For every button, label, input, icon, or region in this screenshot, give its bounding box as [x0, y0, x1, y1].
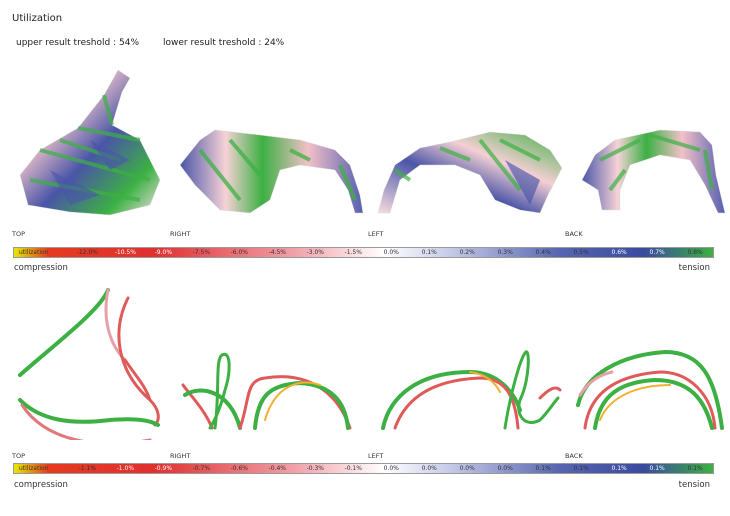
tension-label-top: tension — [678, 263, 710, 273]
upper-threshold-label: upper result treshold : 54% — [16, 38, 139, 48]
colorbar-tick: 0.0% — [383, 465, 399, 472]
view-label-left: LEFT — [368, 230, 384, 238]
colorbar-tick: -6.0% — [230, 249, 249, 256]
lines-left-view — [381, 350, 562, 430]
lines-right-view — [181, 352, 352, 430]
colorbar-tick: 0.1% — [573, 465, 589, 472]
colorbar-tick: 0.3% — [497, 249, 513, 256]
utilization-colorbar-bottom — [13, 463, 714, 474]
page-title: Utilization — [12, 13, 63, 24]
lines-top-view — [18, 288, 160, 440]
colorbar-tick: 0.1% — [687, 465, 703, 472]
colorbar-tick: -4.5% — [268, 249, 286, 256]
colorbar-tick: 0.0% — [383, 249, 399, 256]
colorbar-tick: 0.1% — [649, 465, 665, 472]
view-label-back: BACK — [565, 452, 583, 460]
colorbar-tick: -9.0% — [154, 249, 173, 256]
lines-back-view — [576, 349, 724, 430]
compression-label-bottom: compression — [14, 480, 68, 490]
surface-right-view — [179, 129, 364, 214]
colorbar-ticks-bottom: utilization -1.1% -1.0% -0.9% -0.7% -0.6… — [13, 463, 714, 474]
surface-views — [19, 69, 726, 216]
view-labels-bottom: TOP RIGHT LEFT BACK — [0, 452, 730, 462]
colorbar-tick: -3.0% — [306, 249, 324, 256]
colorbar-tick: -7.5% — [192, 249, 211, 256]
colorbar-tick: 0.1% — [421, 249, 437, 256]
colorbar-tick: 0.5% — [573, 249, 589, 256]
threshold-info: upper result treshold : 54% lower result… — [16, 38, 284, 48]
colorbar-tick: 0.1% — [535, 465, 551, 472]
colorbar-tick: -0.9% — [154, 465, 173, 472]
colorbar-tick: -1.0% — [116, 465, 135, 472]
line-views — [18, 288, 724, 440]
colorbar-tick: 0.0% — [421, 465, 437, 472]
colorbar-tick: 0.6% — [611, 249, 627, 256]
colorbar-tick: -1.5% — [344, 249, 362, 256]
compression-label-top: compression — [14, 263, 68, 273]
colorbar-ticks-top: utilization -12.0% -10.5% -9.0% -7.5% -6… — [13, 247, 714, 258]
colorbar-tick: 0.0% — [497, 465, 513, 472]
colorbar-tick: -1.1% — [78, 465, 97, 472]
colorbar-tick: -12.0% — [76, 249, 98, 256]
view-label-top: TOP — [12, 452, 26, 460]
surface-back-view — [581, 129, 726, 214]
view-label-left: LEFT — [368, 452, 384, 460]
colorbar-tick: -0.4% — [268, 465, 286, 472]
colorbar-tick: -0.7% — [192, 465, 211, 472]
tension-label-bottom: tension — [678, 480, 710, 490]
colorbar-tick: 0.8% — [687, 249, 703, 256]
lower-threshold-label: lower result treshold : 24% — [163, 38, 285, 48]
view-label-right: RIGHT — [170, 230, 191, 238]
colorbar-tick: -0.1% — [344, 465, 362, 472]
view-labels-top: TOP RIGHT LEFT BACK — [0, 230, 730, 240]
colorbar-tick: 0.1% — [611, 465, 627, 472]
surface-left-view — [377, 131, 563, 214]
view-label-back: BACK — [565, 230, 583, 238]
colorbar-label: utilization — [19, 249, 49, 256]
colorbar-label: utilization — [19, 465, 49, 472]
colorbar-tick: 0.0% — [459, 465, 475, 472]
utilization-colorbar-top — [13, 247, 714, 258]
colorbar-tick: 0.7% — [649, 249, 665, 256]
colorbar-tick: -0.3% — [306, 465, 324, 472]
view-label-right: RIGHT — [170, 452, 191, 460]
colorbar-tick: -0.6% — [230, 465, 249, 472]
view-label-top: TOP — [12, 230, 26, 238]
colorbar-tick: -10.5% — [114, 249, 136, 256]
colorbar-tick: 0.2% — [459, 249, 475, 256]
surface-top-view — [19, 69, 161, 216]
colorbar-tick: 0.4% — [535, 249, 551, 256]
